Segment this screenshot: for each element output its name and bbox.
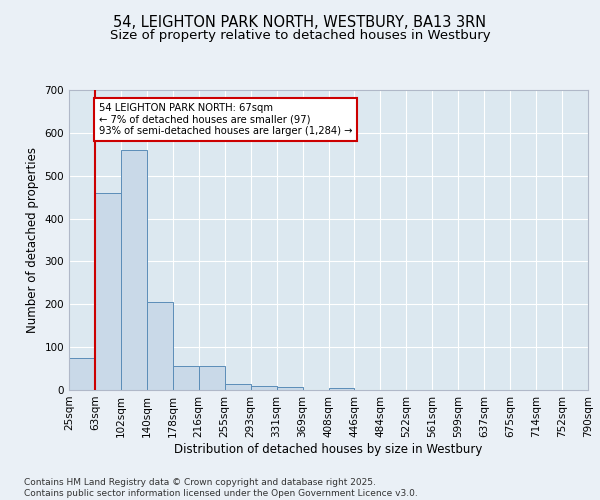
- Bar: [225, 384, 251, 390]
- Bar: [121, 150, 147, 390]
- Bar: [95, 193, 121, 390]
- Text: Contains HM Land Registry data © Crown copyright and database right 2025.
Contai: Contains HM Land Registry data © Crown c…: [24, 478, 418, 498]
- Bar: [277, 386, 302, 390]
- Bar: [251, 386, 277, 390]
- Bar: [329, 388, 355, 390]
- X-axis label: Distribution of detached houses by size in Westbury: Distribution of detached houses by size …: [175, 442, 482, 456]
- Text: 54 LEIGHTON PARK NORTH: 67sqm
← 7% of detached houses are smaller (97)
93% of se: 54 LEIGHTON PARK NORTH: 67sqm ← 7% of de…: [99, 103, 352, 136]
- Bar: [69, 358, 95, 390]
- Bar: [173, 366, 199, 390]
- Text: 54, LEIGHTON PARK NORTH, WESTBURY, BA13 3RN: 54, LEIGHTON PARK NORTH, WESTBURY, BA13 …: [113, 15, 487, 30]
- Text: Size of property relative to detached houses in Westbury: Size of property relative to detached ho…: [110, 28, 490, 42]
- Bar: [147, 302, 173, 390]
- Y-axis label: Number of detached properties: Number of detached properties: [26, 147, 39, 333]
- Bar: [199, 366, 224, 390]
